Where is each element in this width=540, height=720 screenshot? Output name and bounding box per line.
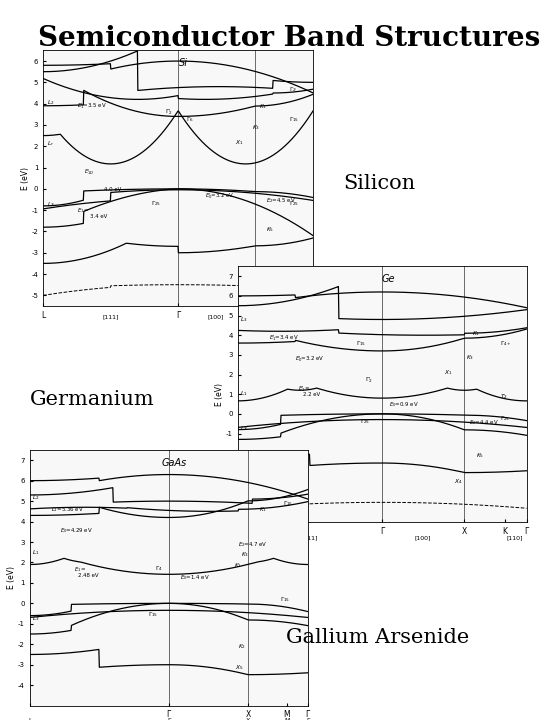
Text: $\Gamma_{25}$: $\Gamma_{25}$ xyxy=(151,199,161,208)
Text: $L_{3'}$: $L_{3'}$ xyxy=(240,425,249,433)
Text: $L_3$: $L_3$ xyxy=(32,613,40,623)
Text: 3.4 eV: 3.4 eV xyxy=(90,214,107,219)
Text: $K_3$: $K_3$ xyxy=(241,550,249,559)
Text: L
[111]: L [111] xyxy=(22,718,38,720)
Text: $\Gamma_6$: $\Gamma_6$ xyxy=(186,114,194,124)
Text: [100]: [100] xyxy=(414,536,431,541)
Y-axis label: E (eV): E (eV) xyxy=(21,167,30,189)
Text: $K_1$: $K_1$ xyxy=(259,505,267,514)
Text: Semiconductor Band Structures: Semiconductor Band Structures xyxy=(38,25,540,53)
Text: $K_2$: $K_2$ xyxy=(238,642,246,652)
Text: $L_1$=5.36 eV: $L_1$=5.36 eV xyxy=(51,505,83,514)
Text: [100]: [100] xyxy=(208,315,224,320)
Text: Silicon: Silicon xyxy=(343,174,415,193)
Text: $X_5$: $X_5$ xyxy=(235,663,244,672)
Text: M
[110]: M [110] xyxy=(279,718,295,720)
Text: $K_1$: $K_1$ xyxy=(234,562,242,570)
Text: $E_0$=1.4 eV: $E_0$=1.4 eV xyxy=(180,573,210,582)
Text: $\Gamma_2'$: $\Gamma_2'$ xyxy=(364,375,372,385)
Text: $E_1'$=3.5 eV: $E_1'$=3.5 eV xyxy=(77,102,106,112)
Text: $E_2$=4.4 eV: $E_2$=4.4 eV xyxy=(469,418,498,426)
Text: $\Gamma_2'$: $\Gamma_2'$ xyxy=(165,107,172,117)
Text: $\Gamma_{4+}$: $\Gamma_{4+}$ xyxy=(501,339,512,348)
Text: $L_r$: $L_r$ xyxy=(48,139,55,148)
Text: $E_2$=4.7 eV: $E_2$=4.7 eV xyxy=(238,540,267,549)
Text: $L_3$: $L_3$ xyxy=(240,315,248,324)
Text: $X_4$: $X_4$ xyxy=(454,477,463,485)
Text: $\Gamma_{25}$: $\Gamma_{25}$ xyxy=(501,414,511,423)
Text: $K_1$: $K_1$ xyxy=(259,102,267,111)
Text: $L_1$: $L_1$ xyxy=(240,390,248,398)
Text: $\Gamma_{15}$: $\Gamma_{15}$ xyxy=(148,610,158,618)
Text: $L_1$: $L_1$ xyxy=(32,549,40,557)
Text: $\Gamma_{15}$: $\Gamma_{15}$ xyxy=(283,499,293,508)
Text: $E_0$=0.9 eV: $E_0$=0.9 eV xyxy=(389,400,419,409)
Text: [110]: [110] xyxy=(294,315,310,320)
Text: $X_4$: $X_4$ xyxy=(239,264,247,273)
Text: Γ
[100]: Γ [100] xyxy=(160,718,177,720)
Text: $K_5$: $K_5$ xyxy=(476,451,484,460)
Text: Si: Si xyxy=(179,58,188,68)
Text: Γ: Γ xyxy=(306,718,309,720)
Y-axis label: E (eV): E (eV) xyxy=(8,567,16,589)
Text: $K_3$: $K_3$ xyxy=(466,353,474,361)
Text: $\Gamma_{25}$: $\Gamma_{25}$ xyxy=(360,417,370,426)
Text: $\Gamma_{15}$: $\Gamma_{15}$ xyxy=(289,114,299,124)
Text: $\Gamma_{2'}$: $\Gamma_{2'}$ xyxy=(289,85,298,94)
Text: $E_1'$=3.4 eV: $E_1'$=3.4 eV xyxy=(269,333,299,343)
Text: X: X xyxy=(246,718,250,720)
Text: $X_1$: $X_1$ xyxy=(444,369,453,377)
Text: $E_2$=4.5 eV: $E_2$=4.5 eV xyxy=(266,196,295,204)
Text: $K_1$: $K_1$ xyxy=(471,329,480,338)
Text: $E_0'$=3.2 eV: $E_0'$=3.2 eV xyxy=(205,192,234,201)
Y-axis label: E (eV): E (eV) xyxy=(215,383,224,405)
Text: 2.48 eV: 2.48 eV xyxy=(78,573,99,577)
Text: $E_0'$=3.2 eV: $E_0'$=3.2 eV xyxy=(295,354,325,364)
Text: Gallium Arsenide: Gallium Arsenide xyxy=(286,628,469,647)
Text: $K_5$: $K_5$ xyxy=(266,225,274,234)
Text: $\Gamma_{15}$: $\Gamma_{15}$ xyxy=(356,339,366,348)
Text: $E_1'=$: $E_1'=$ xyxy=(298,384,311,394)
Text: [110]: [110] xyxy=(507,536,523,541)
Text: 2.2 eV: 2.2 eV xyxy=(302,392,320,397)
Text: $X_1$: $X_1$ xyxy=(235,138,244,147)
Text: [111]: [111] xyxy=(301,536,318,541)
Text: Germanium: Germanium xyxy=(30,390,154,409)
Text: [111]: [111] xyxy=(103,315,119,320)
Text: $\Gamma_{15}$: $\Gamma_{15}$ xyxy=(280,595,290,604)
Text: $E_1=$: $E_1=$ xyxy=(77,207,90,215)
Text: Ge: Ge xyxy=(381,274,395,284)
Text: $T_2$: $T_2$ xyxy=(501,392,508,401)
Text: $E_0$=4.29 eV: $E_0$=4.29 eV xyxy=(60,526,93,535)
Text: GaAs: GaAs xyxy=(161,458,187,468)
Text: $L_2$: $L_2$ xyxy=(48,98,55,107)
Text: $E_{1D}'$: $E_{1D}'$ xyxy=(84,168,94,177)
Text: $K_3$: $K_3$ xyxy=(252,123,261,132)
Text: $L_{3'}$: $L_{3'}$ xyxy=(48,200,56,210)
Text: 4.0 eV: 4.0 eV xyxy=(104,187,121,192)
Text: $L_2$: $L_2$ xyxy=(32,493,40,502)
Text: $\Gamma_4$: $\Gamma_4$ xyxy=(155,564,163,572)
Text: $\Gamma_{25}$: $\Gamma_{25}$ xyxy=(289,199,299,208)
Text: $E_1=$: $E_1=$ xyxy=(74,564,87,574)
